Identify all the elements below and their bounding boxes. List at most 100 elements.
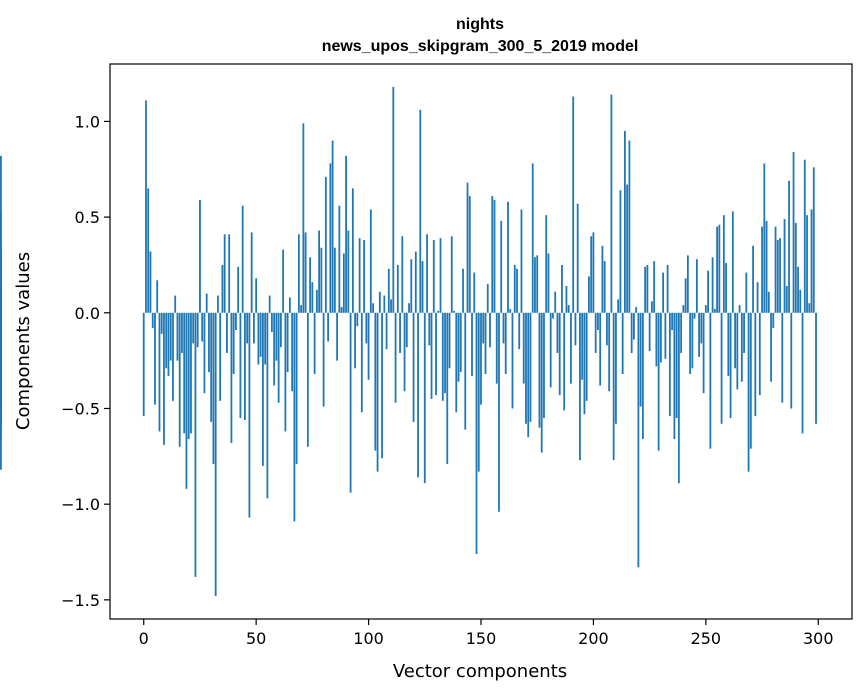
bar	[808, 303, 811, 313]
bar	[181, 312, 183, 353]
bar	[657, 312, 660, 451]
bar	[500, 220, 503, 313]
bar	[758, 312, 761, 396]
x-tick-label: 150	[466, 629, 497, 648]
bar	[378, 291, 381, 313]
bar	[293, 312, 296, 522]
bar	[174, 295, 177, 313]
bar	[792, 152, 795, 313]
bar	[412, 312, 415, 422]
bar	[226, 312, 228, 353]
chart-title: nights	[456, 16, 504, 33]
bar	[367, 312, 370, 380]
bar	[794, 222, 797, 313]
bar	[659, 312, 662, 363]
bar	[662, 272, 665, 313]
bar	[151, 312, 154, 329]
x-tick-label: 100	[353, 629, 384, 648]
bar	[785, 286, 788, 313]
bar	[257, 312, 260, 365]
bar	[484, 312, 487, 375]
bar	[453, 310, 455, 313]
bar	[590, 236, 593, 313]
bar	[581, 312, 584, 380]
bar	[300, 305, 303, 313]
bar	[259, 312, 262, 357]
bar	[241, 205, 244, 313]
bar	[165, 312, 168, 369]
bar	[208, 312, 210, 373]
bar	[522, 312, 525, 384]
bar	[540, 312, 543, 453]
bar	[183, 312, 186, 434]
bar	[630, 312, 633, 353]
bar	[745, 272, 748, 313]
bar	[482, 312, 485, 344]
bar	[196, 312, 199, 348]
bar	[306, 312, 309, 447]
bar	[331, 140, 334, 313]
bar	[815, 312, 817, 424]
bar	[347, 230, 350, 313]
bar	[754, 312, 757, 417]
bar	[601, 245, 604, 313]
x-tick-label: 200	[578, 629, 609, 648]
bar	[156, 280, 159, 313]
bar	[498, 312, 500, 512]
bar	[212, 312, 215, 464]
bar	[288, 297, 291, 313]
bar	[511, 312, 514, 409]
bar	[722, 215, 725, 313]
bar	[192, 312, 195, 344]
bar	[448, 312, 451, 369]
bar	[599, 312, 602, 386]
bar	[356, 312, 359, 327]
bar	[621, 312, 624, 375]
bar	[576, 203, 579, 313]
bar	[468, 196, 471, 313]
bar	[583, 312, 586, 415]
bar	[680, 312, 683, 353]
y-tick-label: −1.5	[61, 591, 100, 610]
bar	[812, 167, 815, 313]
bar	[489, 312, 491, 348]
bar	[329, 163, 332, 313]
bar	[718, 224, 721, 313]
bar	[801, 312, 804, 434]
bar	[248, 312, 251, 518]
bar	[704, 305, 707, 313]
bar	[563, 312, 566, 411]
bar	[783, 219, 786, 313]
bar	[677, 312, 680, 484]
bar	[187, 312, 190, 440]
bar	[650, 301, 653, 313]
bar	[743, 312, 745, 353]
bar	[603, 261, 606, 313]
bar	[471, 312, 473, 376]
bar	[0, 312, 2, 403]
y-tick-label: 1.0	[75, 112, 100, 131]
bar	[322, 312, 325, 407]
bar	[142, 312, 145, 417]
bar	[608, 312, 611, 392]
bar	[646, 264, 649, 313]
bar	[262, 312, 264, 466]
bar	[588, 276, 590, 313]
x-axis-label: Vector components	[393, 661, 567, 682]
bar	[666, 264, 669, 313]
bar	[430, 312, 433, 399]
bar	[387, 268, 390, 313]
x-axis-ticks: 0 50 100 150 200 250 300	[139, 619, 834, 648]
bar	[653, 261, 656, 313]
bar	[597, 312, 599, 331]
bar	[277, 312, 280, 403]
bar	[648, 312, 651, 352]
bar	[513, 264, 516, 313]
bar	[394, 312, 397, 403]
bar	[531, 163, 534, 313]
bar	[682, 305, 685, 313]
bar	[0, 211, 2, 313]
bar	[446, 312, 449, 464]
bar	[752, 245, 754, 313]
bar	[435, 312, 437, 396]
